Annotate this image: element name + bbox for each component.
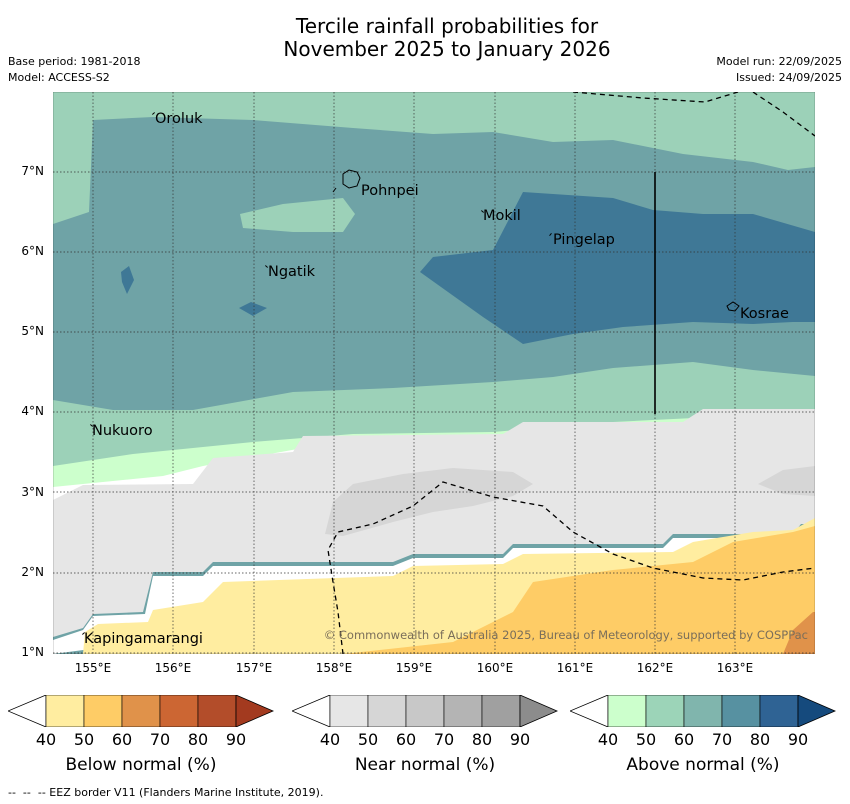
colorbar-near-tick-90: 90 <box>509 730 531 749</box>
colorbar-above-min-arrow <box>570 695 609 727</box>
lon-label-160e: 160°E <box>476 661 514 675</box>
place-label-pingelap: Pingelap <box>553 232 615 248</box>
colorbar-near-max-arrow <box>519 695 558 727</box>
colorbar-above-tick-70: 70 <box>711 730 733 749</box>
lon-label-159e: 159°E <box>395 661 433 675</box>
colorbar-near-seg-40-50 <box>329 695 369 727</box>
lat-label-3n: 3°N <box>21 485 44 499</box>
place-label-kapingamarangi: Kapingamarangi <box>84 631 203 647</box>
colorbar-near-seg-50-60 <box>367 695 407 727</box>
colorbar-below-seg-40-50 <box>45 695 85 727</box>
colorbar-near-tick-40: 40 <box>319 730 341 749</box>
kosrae-island-outline <box>726 301 740 312</box>
lat-label-4n: 4°N <box>21 404 44 418</box>
lon-label-155e: 155°E <box>74 661 112 675</box>
colorbar-above-tick-90: 90 <box>787 730 809 749</box>
colorbar-below-tick-70: 70 <box>149 730 171 749</box>
lon-label-158e: 158°E <box>315 661 353 675</box>
lon-label-163e: 163°E <box>716 661 754 675</box>
lat-label-5n: 5°N <box>21 324 44 338</box>
colorbar-above-max-arrow <box>797 695 836 727</box>
lat-label-7n: 7°N <box>21 164 44 178</box>
lat-label-1n: 1°N <box>21 645 44 659</box>
colorbar-above-tick-50: 50 <box>635 730 657 749</box>
zone-near-50-60-east <box>758 466 815 496</box>
colorbar-below-tick-40: 40 <box>35 730 57 749</box>
place-label-mokil: Mokil <box>483 208 521 224</box>
colorbar-near-seg-60-70 <box>405 695 445 727</box>
zone-above-50-60-patch <box>240 198 355 232</box>
colorbar-below-max-arrow <box>235 695 274 727</box>
gridlines <box>53 92 815 654</box>
issued-date: Issued: 24/09/2025 <box>735 71 842 84</box>
colorbar-above-tick-40: 40 <box>597 730 619 749</box>
colorbar-near-seg-80-90 <box>481 695 521 727</box>
zone-above-70-80-blob-2 <box>239 302 267 316</box>
zone-above-70-80 <box>420 192 815 344</box>
copyright-notice: © Commonwealth of Australia 2025, Bureau… <box>323 628 808 642</box>
lat-label-6n: 6°N <box>21 244 44 258</box>
lon-label-157e: 157°E <box>235 661 273 675</box>
title-line-2: November 2025 to January 2026 <box>283 37 611 61</box>
colorbar-near-title: Near normal (%) <box>354 755 496 775</box>
lon-label-161e: 161°E <box>556 661 594 675</box>
lon-label-162e: 162°E <box>636 661 674 675</box>
place-label-nukuoro: Nukuoro <box>92 423 153 439</box>
colorbar-near-tick-80: 80 <box>471 730 493 749</box>
colorbar-below-title: Below normal (%) <box>65 755 217 775</box>
zone-below-50-60 <box>343 526 815 654</box>
colorbar-near-tick-70: 70 <box>433 730 455 749</box>
colorbar-below-tick-80: 80 <box>187 730 209 749</box>
colorbar-near-tick-60: 60 <box>395 730 417 749</box>
colorbar-near-min-arrow <box>292 695 331 727</box>
colorbar-near <box>292 695 558 727</box>
place-label-oroluk: Oroluk <box>155 111 203 127</box>
lat-label-2n: 2°N <box>21 565 44 579</box>
colorbar-above-seg-50-60 <box>645 695 685 727</box>
place-label-ngatik: Ngatik <box>268 264 316 280</box>
colorbar-above-seg-80-90 <box>759 695 799 727</box>
colorbar-below-min-arrow <box>8 695 47 727</box>
model-name: Model: ACCESS-S2 <box>8 71 110 84</box>
colorbar-above-seg-40-50 <box>607 695 647 727</box>
colorbar-below-tick-50: 50 <box>73 730 95 749</box>
zone-near-50-60 <box>325 468 533 536</box>
lon-label-156e: 156°E <box>154 661 192 675</box>
colorbar-above-tick-80: 80 <box>749 730 771 749</box>
colorbar-below-tick-90: 90 <box>225 730 247 749</box>
base-period: Base period: 1981-2018 <box>8 55 141 68</box>
pohnpei-island-outline <box>342 169 361 189</box>
colorbar-near-seg-70-80 <box>443 695 483 727</box>
colorbar-above <box>570 695 836 727</box>
colorbar-above-title: Above normal (%) <box>626 755 780 775</box>
colorbar-below-tick-60: 60 <box>111 730 133 749</box>
eez-border-north <box>572 92 815 137</box>
colorbar-near-tick-50: 50 <box>357 730 379 749</box>
colorbar-below-seg-60-70 <box>121 695 161 727</box>
rainfall-map <box>53 92 815 654</box>
colorbar-above-tick-60: 60 <box>673 730 695 749</box>
eez-border-south <box>327 481 815 654</box>
colorbar-below-seg-80-90 <box>197 695 237 727</box>
zone-above-70-80-blob-1 <box>121 266 134 294</box>
eez-legend: -- -- -- EEZ border V11 (Flanders Marine… <box>8 786 324 799</box>
zone-below-60-70 <box>783 612 815 654</box>
title-line-1: Tercile rainfall probabilities for <box>295 14 599 38</box>
colorbar-below <box>8 695 274 727</box>
colorbar-below-seg-70-80 <box>159 695 199 727</box>
colorbar-below-seg-50-60 <box>83 695 123 727</box>
colorbar-above-seg-70-80 <box>721 695 761 727</box>
place-label-kosrae: Kosrae <box>740 306 789 322</box>
zone-above-50-60-north <box>53 92 815 224</box>
place-label-pohnpei: Pohnpei <box>361 183 419 199</box>
zone-near-40-50 <box>53 409 815 637</box>
model-run: Model run: 22/09/2025 <box>716 55 842 68</box>
pohnpei-reef-mark <box>332 187 337 193</box>
colorbar-above-seg-60-70 <box>683 695 723 727</box>
